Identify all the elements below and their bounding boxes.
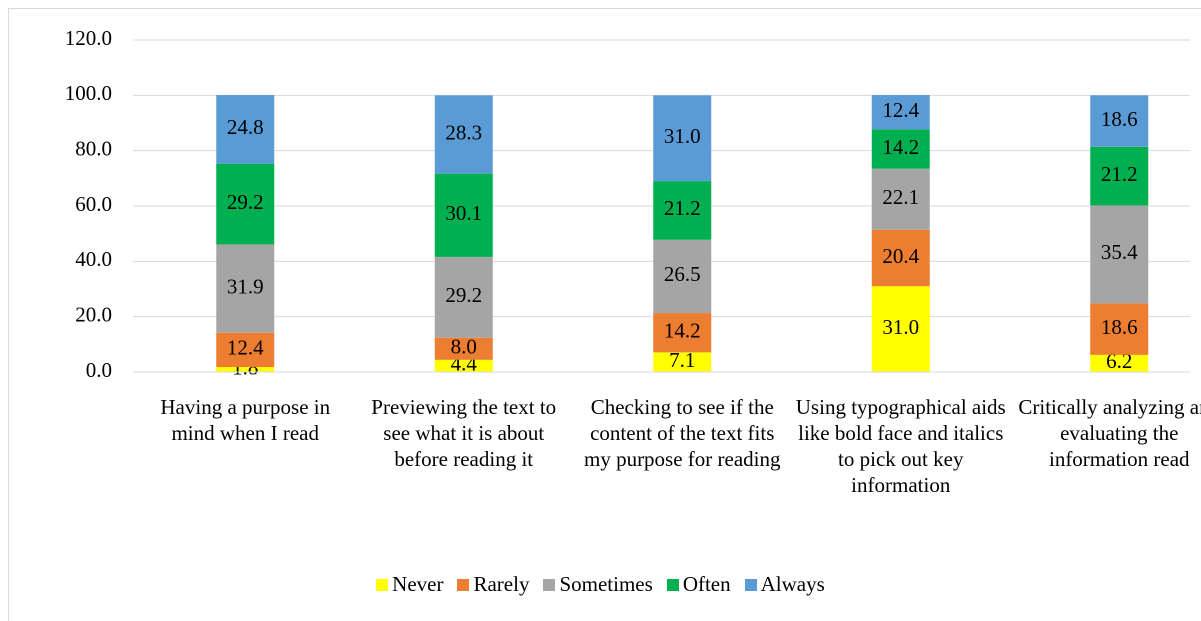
data-label: 21.2 bbox=[1101, 162, 1138, 186]
legend-label: Often bbox=[682, 572, 731, 596]
data-label: 22.1 bbox=[882, 185, 919, 209]
legend-item: Often bbox=[666, 572, 731, 597]
data-label: 21.2 bbox=[664, 196, 701, 220]
legend-swatch bbox=[666, 578, 679, 591]
data-label: 29.2 bbox=[445, 283, 482, 307]
data-label: 12.4 bbox=[227, 336, 264, 360]
bar-segment bbox=[1090, 354, 1149, 372]
bar-segment bbox=[871, 129, 930, 169]
bar-segment bbox=[216, 367, 275, 372]
data-label: 20.4 bbox=[882, 244, 919, 268]
y-tick-label: 20.0 bbox=[75, 302, 112, 326]
data-label: 28.3 bbox=[445, 120, 482, 144]
bar-segment bbox=[653, 352, 712, 372]
legend-label: Always bbox=[760, 572, 825, 596]
bar-segment bbox=[653, 239, 712, 314]
legend-item: Rarely bbox=[457, 572, 529, 597]
data-label: 8.0 bbox=[451, 335, 477, 359]
data-label: 14.2 bbox=[882, 135, 919, 159]
legend-swatch bbox=[457, 578, 470, 591]
bar-segment bbox=[434, 95, 493, 174]
bar-segment bbox=[653, 181, 712, 240]
data-label: 31.0 bbox=[664, 124, 701, 148]
data-label: 18.6 bbox=[1101, 107, 1138, 131]
x-tick-label: Checking to see if the content of the te… bbox=[583, 395, 781, 471]
data-label: 31.9 bbox=[227, 274, 264, 298]
bar-segment bbox=[434, 337, 493, 360]
data-label: 26.5 bbox=[664, 262, 701, 286]
bar-segment bbox=[434, 256, 493, 338]
bar-segment bbox=[871, 229, 930, 287]
bar-segment bbox=[871, 286, 930, 372]
y-tick-label: 60.0 bbox=[75, 192, 112, 216]
data-label: 35.4 bbox=[1101, 240, 1138, 264]
x-tick-label: Previewing the text to see what it is ab… bbox=[371, 395, 557, 471]
legend-item: Never bbox=[376, 572, 443, 597]
data-label: 12.4 bbox=[882, 98, 919, 122]
bar-segment bbox=[434, 359, 493, 372]
bar-segment bbox=[216, 95, 275, 164]
data-label: 31.0 bbox=[882, 315, 919, 339]
chart-border bbox=[8, 8, 1201, 621]
data-label: 14.2 bbox=[664, 319, 701, 343]
data-label: 24.8 bbox=[227, 115, 264, 139]
data-label: 30.1 bbox=[445, 201, 482, 225]
legend-swatch bbox=[376, 578, 389, 591]
bar-segment bbox=[434, 173, 493, 257]
x-tick-label: Having a purpose in mind when I read bbox=[160, 395, 331, 445]
legend-label: Never bbox=[392, 572, 444, 596]
bar-segment bbox=[1090, 205, 1149, 304]
bar-segment bbox=[871, 168, 930, 230]
legend-swatch bbox=[744, 578, 757, 591]
x-tick-label: Critically analyzing and evaluating the … bbox=[1018, 395, 1201, 471]
y-tick-label: 0.0 bbox=[86, 358, 112, 382]
bar-segment bbox=[1090, 146, 1149, 206]
bar-segment bbox=[216, 163, 275, 245]
data-label: 18.6 bbox=[1101, 315, 1138, 339]
legend-label: Sometimes bbox=[559, 572, 653, 596]
bar-segment bbox=[653, 95, 712, 182]
bar-segment bbox=[216, 332, 275, 368]
y-tick-label: 100.0 bbox=[65, 81, 112, 105]
bar-segment bbox=[1090, 95, 1149, 147]
data-label: 29.2 bbox=[227, 190, 264, 214]
y-tick-label: 120.0 bbox=[65, 26, 112, 50]
bar-segment bbox=[216, 244, 275, 333]
bar-segment bbox=[653, 313, 712, 353]
y-tick-label: 80.0 bbox=[75, 136, 112, 160]
legend: Never Rarely Sometimes Often Always bbox=[0, 572, 1201, 597]
x-tick-label: Using typographical aids like bold face … bbox=[795, 395, 1006, 497]
legend-label: Rarely bbox=[473, 572, 530, 596]
legend-item: Always bbox=[744, 572, 825, 597]
bar-segment bbox=[871, 95, 930, 130]
legend-item: Sometimes bbox=[543, 572, 653, 597]
legend-swatch bbox=[543, 578, 556, 591]
bar-segment bbox=[1090, 303, 1149, 355]
y-tick-label: 40.0 bbox=[75, 247, 112, 271]
